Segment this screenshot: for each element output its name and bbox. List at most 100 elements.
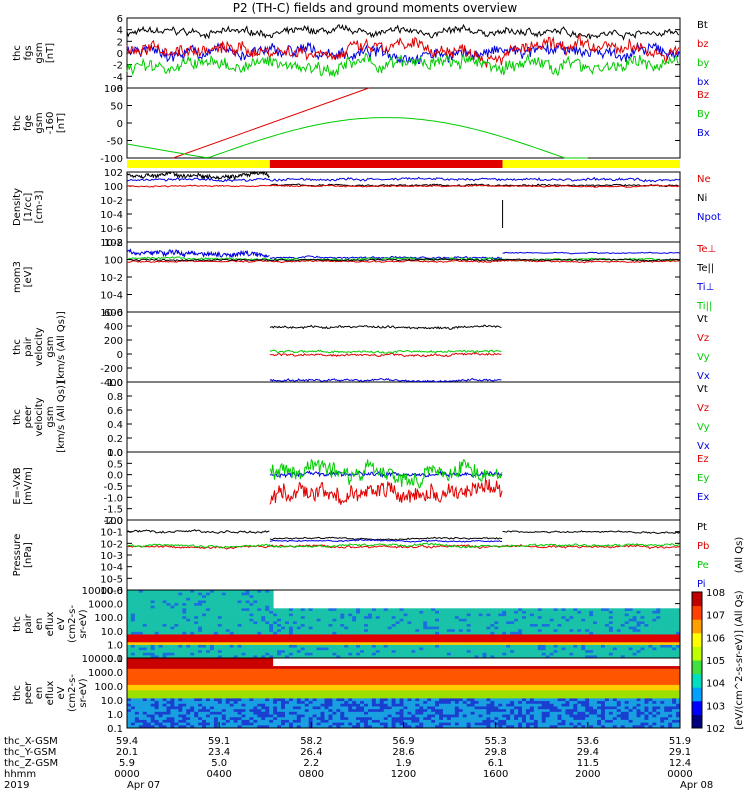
spectrogram-cell bbox=[391, 706, 396, 710]
spectrogram-cell bbox=[277, 722, 282, 726]
spectrogram-cell bbox=[446, 655, 452, 659]
spectrogram-cell bbox=[257, 701, 262, 705]
spectrogram-cell bbox=[320, 634, 325, 638]
spectrogram-cell bbox=[656, 613, 661, 617]
spectrogram-cell bbox=[624, 608, 630, 612]
spectrogram-cell bbox=[150, 674, 156, 678]
spectrogram-cell bbox=[648, 616, 653, 620]
spectrogram-cell bbox=[178, 603, 183, 607]
spectrogram-cell bbox=[142, 706, 148, 710]
spectrogram-cell bbox=[304, 652, 310, 656]
spectrogram-cell bbox=[166, 701, 171, 705]
spectrogram-cell bbox=[506, 642, 511, 646]
spectrogram-cell bbox=[162, 655, 167, 659]
spectrogram-cell bbox=[249, 701, 254, 705]
spectrogram-cell bbox=[656, 629, 661, 633]
spectrogram-cell bbox=[202, 592, 207, 596]
spectrogram-cell bbox=[676, 621, 681, 625]
y-tick-label: 0.1 bbox=[107, 654, 123, 665]
spectrogram-cell bbox=[620, 647, 626, 651]
spectrogram-cell bbox=[561, 629, 566, 633]
spectrogram-cell bbox=[419, 652, 424, 656]
spectrogram-cell bbox=[146, 626, 152, 630]
spectrogram-cell bbox=[367, 698, 373, 702]
spectrogram-cell bbox=[182, 714, 187, 718]
spectrogram-cell bbox=[529, 647, 535, 651]
spectrogram-cell bbox=[253, 647, 258, 651]
spectrogram-cell bbox=[241, 666, 246, 670]
spectrogram-cell bbox=[348, 693, 353, 697]
spectrogram-cell bbox=[557, 650, 562, 654]
spectrogram-cell bbox=[379, 698, 385, 702]
spectrogram-cell bbox=[170, 631, 175, 635]
spectrogram-cell bbox=[652, 610, 657, 614]
spectrogram-cell bbox=[178, 639, 183, 643]
spectrogram-cell bbox=[186, 684, 191, 689]
spectrogram-cell bbox=[360, 676, 365, 680]
spectrogram-cell bbox=[320, 618, 325, 622]
spectrogram-cell bbox=[312, 616, 317, 620]
spectrogram-cell bbox=[549, 608, 554, 612]
spectrogram-cell bbox=[443, 639, 448, 643]
spectrogram-cell bbox=[158, 687, 163, 691]
spectrogram-cell bbox=[569, 639, 574, 643]
spectrogram-cell bbox=[462, 613, 468, 617]
spectrogram-cell bbox=[269, 637, 274, 641]
spectrogram-cell bbox=[292, 684, 298, 689]
spectrogram-cell bbox=[261, 663, 266, 667]
spectrogram-cell bbox=[616, 639, 622, 643]
spectrogram-cell bbox=[304, 616, 310, 620]
spectrogram-cell bbox=[178, 629, 183, 633]
spectrogram-cell bbox=[636, 644, 641, 648]
spectrogram-cell bbox=[367, 660, 373, 664]
spectrogram-cell bbox=[261, 703, 266, 707]
spectrogram-cell bbox=[403, 629, 408, 633]
spectrogram-cell bbox=[154, 647, 159, 651]
spectrogram-cell bbox=[328, 631, 333, 635]
spectrogram-cell bbox=[612, 637, 618, 641]
spectrogram-cell bbox=[178, 618, 183, 622]
spectrogram-cell bbox=[162, 725, 167, 729]
spectrogram-cell bbox=[285, 655, 290, 659]
spectrogram-cell bbox=[142, 600, 148, 604]
spectrogram-cell bbox=[138, 687, 144, 691]
spectrogram-cell bbox=[257, 610, 262, 614]
spectrogram-cell bbox=[636, 621, 641, 625]
spectrogram-cell bbox=[597, 639, 602, 643]
spectrogram-cell bbox=[304, 711, 310, 715]
spectrogram-cell bbox=[142, 644, 148, 648]
spectrogram-cell bbox=[166, 687, 171, 691]
spectrogram-cell bbox=[478, 613, 483, 617]
spectrogram-cell bbox=[162, 676, 167, 680]
spectrogram-cell bbox=[154, 660, 159, 664]
spectrogram-cell bbox=[288, 725, 294, 729]
spectrogram-cell bbox=[213, 717, 219, 721]
spectrogram-cell bbox=[304, 634, 310, 638]
spectrogram-cell bbox=[206, 701, 211, 705]
spectrogram-cell bbox=[150, 590, 156, 594]
spectrogram-cell bbox=[265, 719, 270, 724]
spectrogram-cell bbox=[604, 655, 610, 659]
y-axis-label: gsm bbox=[45, 406, 56, 427]
spectrogram-cell bbox=[332, 690, 337, 694]
spectrogram-cell bbox=[233, 714, 238, 718]
spectrogram-cell bbox=[387, 629, 393, 633]
spectrogram-cell bbox=[130, 616, 136, 620]
y-axis-label: [km/s (All Qs)] bbox=[56, 381, 67, 453]
spectrogram-cell bbox=[308, 714, 314, 718]
spectrogram-cell bbox=[249, 714, 254, 718]
spectrogram-cell bbox=[233, 693, 238, 697]
spectrogram-cell bbox=[561, 616, 566, 620]
spectrogram-cell bbox=[174, 621, 179, 625]
spectrogram-cell bbox=[296, 621, 302, 625]
spectrogram-cell bbox=[601, 634, 606, 638]
spectrogram-cell bbox=[379, 618, 385, 622]
spectrogram-cell bbox=[383, 690, 389, 694]
spectrogram-cell bbox=[324, 658, 329, 662]
spectrogram-cell bbox=[249, 655, 254, 659]
spectrogram-cell bbox=[182, 637, 187, 641]
spectrogram-cell bbox=[170, 693, 175, 697]
spectrogram-cell bbox=[371, 663, 377, 667]
spectrogram-cell bbox=[170, 658, 175, 662]
spectrogram-cell bbox=[300, 655, 306, 659]
